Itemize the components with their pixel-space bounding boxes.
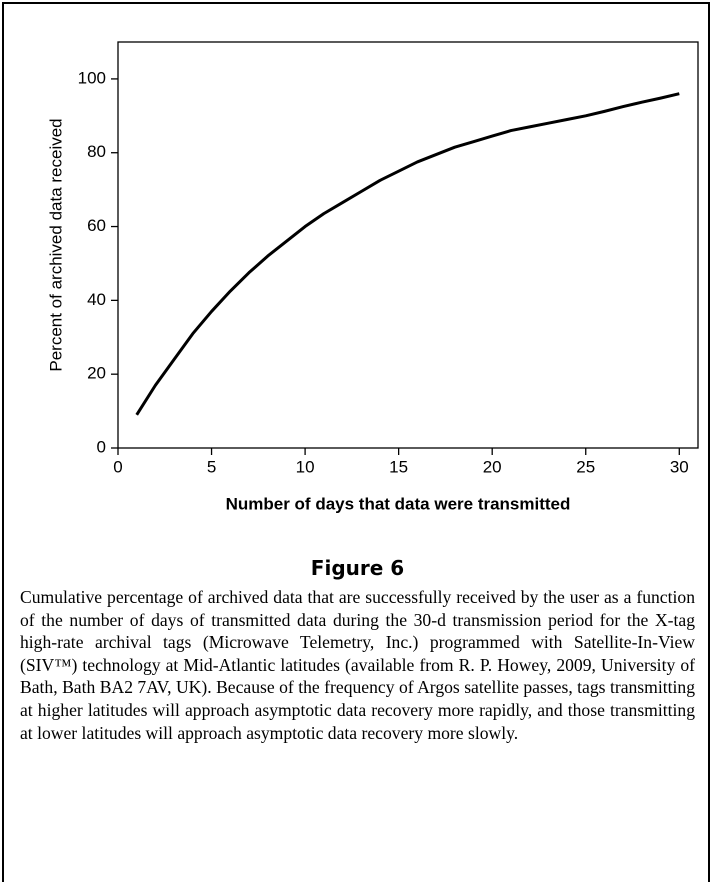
y-tick-label: 100 [78, 68, 106, 87]
y-tick-label: 60 [87, 216, 106, 235]
x-tick-label: 5 [207, 457, 216, 476]
chart: Percent of archived data received Number… [46, 41, 699, 513]
x-axis-label: Number of days that data were transmitte… [226, 494, 571, 513]
x-tick-label: 15 [389, 457, 408, 476]
x-tick-label: 0 [113, 457, 122, 476]
y-tick-label: 20 [87, 364, 106, 383]
x-tick-label: 25 [576, 457, 595, 476]
x-tick-label: 30 [670, 457, 689, 476]
y-tick-label: 0 [97, 437, 106, 456]
y-tick-label: 40 [87, 290, 106, 309]
figure-caption: Cumulative percentage of archived data t… [20, 587, 695, 743]
x-tick-label: 20 [483, 457, 502, 476]
y-axis-label: Percent of archived data received [46, 118, 65, 371]
plot-frame [117, 41, 699, 449]
y-tick-label: 80 [87, 142, 106, 161]
x-tick-label: 10 [296, 457, 315, 476]
data-line [135, 92, 680, 416]
figure-title: Figure 6 [310, 556, 405, 580]
